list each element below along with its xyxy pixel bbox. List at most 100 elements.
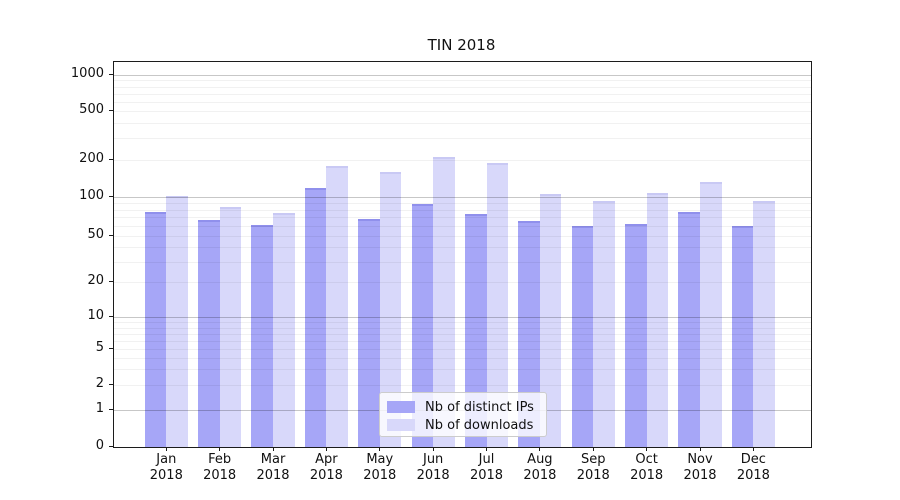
legend-item-distinct-ips: Nb of distinct IPs — [387, 398, 538, 416]
bar — [326, 166, 348, 447]
x-tick-month: Feb — [208, 452, 232, 467]
gridline-minor — [114, 349, 811, 351]
x-tick-label: Oct 2018 — [615, 452, 679, 484]
x-tick-year: 2018 — [736, 468, 770, 483]
gridline-minor — [114, 159, 811, 161]
y-tick-label: 50 — [87, 226, 104, 242]
bar — [571, 225, 594, 447]
x-tick-year: 2018 — [309, 468, 343, 483]
y-tick-label: 1 — [95, 401, 104, 417]
x-tick-mark — [432, 447, 434, 451]
x-tick-month: Sep — [580, 452, 606, 467]
x-tick-month: Aug — [527, 452, 553, 467]
x-tick-year: 2018 — [149, 468, 183, 483]
x-tick-month: Oct — [635, 452, 658, 467]
bar — [700, 182, 722, 447]
x-tick-mark — [646, 447, 648, 451]
bar — [144, 211, 167, 447]
gridline-minor — [114, 282, 811, 284]
gridline-minor — [114, 261, 811, 263]
gridline-minor — [114, 217, 811, 219]
x-tick-label: Mar 2018 — [241, 452, 305, 484]
x-tick-mark — [752, 447, 754, 451]
legend-label-downloads: Nb of downloads — [425, 417, 534, 433]
x-tick-month: Dec — [740, 452, 766, 467]
legend-swatch-distinct-ips — [387, 401, 415, 413]
bar — [198, 220, 220, 447]
bar — [304, 188, 327, 447]
gridline-minor — [114, 86, 811, 88]
x-tick-year: 2018 — [416, 468, 450, 483]
x-tick-month: Jul — [478, 452, 495, 467]
x-tick-label: Aug 2018 — [508, 452, 572, 484]
x-tick-month: Mar — [260, 452, 286, 467]
y-tick-mark — [109, 384, 113, 386]
y-tick-mark — [109, 409, 113, 411]
bar — [166, 196, 188, 447]
bar — [273, 213, 295, 447]
gridline-minor — [114, 203, 811, 205]
gridline-minor — [114, 327, 811, 329]
gridline-minor — [114, 225, 811, 227]
gridline-minor — [114, 93, 811, 95]
x-tick-label: Feb 2018 — [188, 452, 252, 484]
gridline-minor — [114, 333, 811, 335]
bar — [753, 201, 775, 447]
x-tick-year: 2018 — [203, 468, 237, 483]
gridline-minor — [114, 340, 811, 342]
y-tick-label: 5 — [95, 340, 104, 356]
bar — [433, 157, 455, 447]
y-tick-label: 500 — [79, 102, 104, 118]
gridline-minor — [114, 123, 811, 125]
gridline-minor — [114, 111, 811, 113]
bar — [251, 224, 274, 447]
x-tick-year: 2018 — [363, 468, 397, 483]
x-tick-label: Sep 2018 — [561, 452, 625, 484]
legend-swatch-downloads — [387, 419, 415, 431]
gridline-minor — [114, 101, 811, 103]
x-tick-year: 2018 — [630, 468, 664, 483]
bar — [646, 193, 669, 447]
x-tick-mark — [219, 447, 221, 451]
x-tick-label: Dec 2018 — [721, 452, 785, 484]
gridline-major — [114, 197, 811, 199]
bar — [379, 171, 402, 447]
x-tick-label: Apr 2018 — [294, 452, 358, 484]
gridline-major — [114, 317, 811, 319]
bar — [678, 211, 700, 447]
x-tick-month: May — [366, 452, 394, 467]
x-tick-month: Jun — [422, 452, 444, 467]
y-tick-mark — [109, 73, 113, 75]
gridline-major — [114, 74, 811, 76]
x-tick-mark — [699, 447, 701, 451]
x-tick-label: Jul 2018 — [455, 452, 519, 484]
bar — [411, 204, 434, 447]
x-tick-month: Jan — [156, 452, 177, 467]
x-tick-label: Jan 2018 — [134, 452, 198, 484]
gridlines-layer — [114, 62, 811, 447]
x-tick-year: 2018 — [576, 468, 610, 483]
y-tick-mark — [109, 316, 113, 318]
gridline-minor — [114, 385, 811, 387]
gridline-minor — [114, 246, 811, 248]
y-tick-mark — [109, 446, 113, 447]
gridline-minor — [114, 322, 811, 324]
bar — [518, 221, 540, 447]
gridline-minor — [114, 358, 811, 360]
y-tick-mark — [109, 158, 113, 160]
y-tick-label: 10 — [87, 308, 104, 324]
gridline-minor — [114, 235, 811, 237]
x-tick-mark — [379, 447, 381, 451]
x-tick-label: Jun 2018 — [401, 452, 465, 484]
x-tick-label: Nov 2018 — [668, 452, 732, 484]
x-tick-mark — [325, 447, 327, 451]
y-tick-label: 20 — [87, 273, 104, 289]
y-tick-mark — [109, 348, 113, 350]
x-tick-mark — [486, 447, 488, 451]
y-tick-mark — [109, 196, 113, 198]
bar — [358, 218, 380, 447]
x-tick-mark — [592, 447, 594, 451]
y-tick-label: 200 — [79, 150, 104, 166]
